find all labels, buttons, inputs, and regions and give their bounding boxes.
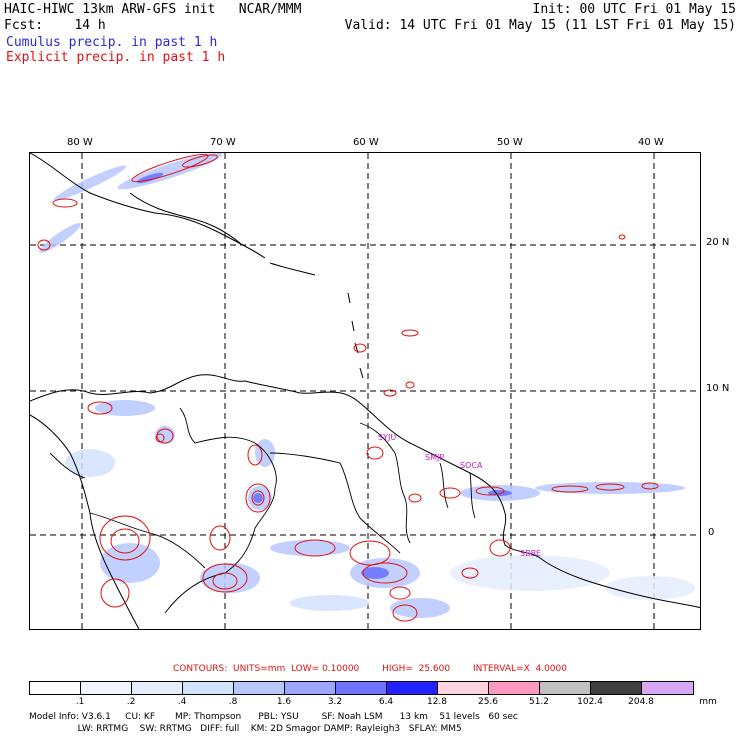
lon-label-40w: 40 W bbox=[638, 137, 664, 148]
scale-label: 3.2 bbox=[327, 697, 343, 707]
lat-label-20n: 20 N bbox=[706, 237, 730, 248]
lat-label-10n: 10 N bbox=[706, 383, 730, 394]
plot-title: HAIC-HIWC 13km ARW-GFS init NCAR/MMM bbox=[4, 2, 302, 17]
graticule bbox=[30, 153, 700, 629]
scale-label: .4 bbox=[177, 697, 187, 707]
station-syju: SYJU bbox=[378, 433, 397, 442]
model-info-line2: LW: RRTMG SW: RRTMG DIFF: full KM: 2D Sm… bbox=[29, 724, 462, 734]
precip-map: SYJU SMJP SOCA SBBE bbox=[29, 152, 701, 630]
model-info-line1: Model Info: V3.6.1 CU: KF MP: Thompson P… bbox=[29, 712, 518, 722]
scale-cell bbox=[234, 682, 285, 694]
lon-label-50w: 50 W bbox=[497, 137, 523, 148]
lon-label-70w: 70 W bbox=[210, 137, 236, 148]
scale-cell bbox=[30, 682, 81, 694]
lon-label-80w: 80 W bbox=[67, 137, 93, 148]
contour-info: CONTOURS: UNITS=mm LOW= 0.10000 HIGH= 25… bbox=[173, 664, 567, 674]
valid-time: Valid: 14 UTC Fri 01 May 15 (11 LST Fri … bbox=[344, 18, 736, 33]
scale-cell bbox=[285, 682, 336, 694]
station-sbbe: SBBE bbox=[520, 549, 542, 558]
scale-cell bbox=[489, 682, 540, 694]
scale-cell bbox=[132, 682, 183, 694]
cumulus-precip-shading bbox=[39, 153, 695, 618]
scale-label: 25.6 bbox=[477, 697, 499, 707]
explicit-legend: Explicit precip. in past 1 h bbox=[6, 50, 226, 65]
scale-label: .8 bbox=[228, 697, 238, 707]
scale-cell bbox=[183, 682, 234, 694]
scale-label: 51.2 bbox=[528, 697, 550, 707]
map-canvas bbox=[30, 153, 700, 629]
scale-label: 204.8 bbox=[628, 697, 654, 707]
cumulus-precip-core bbox=[136, 172, 512, 579]
scale-label: 102.4 bbox=[577, 697, 603, 707]
scale-label: 12.8 bbox=[426, 697, 448, 707]
scale-cell bbox=[540, 682, 591, 694]
scale-cell bbox=[438, 682, 489, 694]
lat-label-0: 0 bbox=[708, 527, 715, 538]
explicit-precip-contours bbox=[37, 153, 659, 622]
init-time: Init: 00 UTC Fri 01 May 15 bbox=[532, 2, 737, 17]
station-soca: SOCA bbox=[460, 461, 483, 470]
scale-label: 6.4 bbox=[378, 697, 394, 707]
lon-label-60w: 60 W bbox=[353, 137, 379, 148]
scale-cell bbox=[387, 682, 438, 694]
station-smjp: SMJP bbox=[425, 453, 445, 462]
scale-label: 1.6 bbox=[276, 697, 292, 707]
scale-label: .1 bbox=[75, 697, 85, 707]
scale-cell bbox=[81, 682, 132, 694]
color-scale bbox=[29, 681, 694, 695]
scale-cell bbox=[642, 682, 693, 694]
scale-label: .2 bbox=[126, 697, 136, 707]
scale-cell bbox=[336, 682, 387, 694]
forecast-hour: Fcst: 14 h bbox=[4, 18, 106, 33]
cumulus-legend: Cumulus precip. in past 1 h bbox=[6, 35, 218, 50]
scale-cell bbox=[591, 682, 642, 694]
scale-unit: mm bbox=[699, 697, 717, 707]
